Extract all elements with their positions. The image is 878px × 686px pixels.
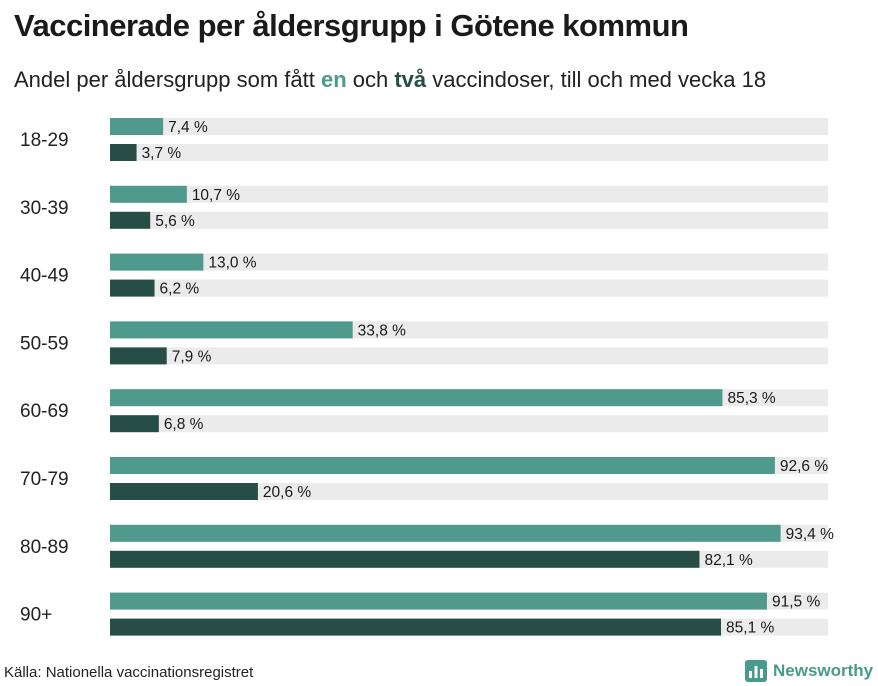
value-label: 20,6 % bbox=[263, 484, 311, 501]
legend-two-doses: två bbox=[394, 67, 427, 92]
value-label: 93,4 % bbox=[786, 526, 834, 543]
category-label: 70-79 bbox=[20, 469, 69, 490]
bar-one-dose bbox=[110, 118, 164, 135]
bar-two-doses bbox=[110, 550, 700, 568]
value-label: 6,2 % bbox=[160, 281, 200, 298]
category-label: 60-69 bbox=[20, 401, 69, 422]
value-label: 10,7 % bbox=[192, 187, 240, 204]
value-label: 85,1 % bbox=[726, 620, 774, 637]
bar-two-doses bbox=[110, 415, 159, 433]
newsworthy-logo: Newsworthy bbox=[745, 658, 873, 684]
bar-one-dose bbox=[110, 185, 187, 203]
value-label: 7,4 % bbox=[168, 119, 208, 136]
value-label: 91,5 % bbox=[772, 594, 820, 611]
bar-two-doses bbox=[110, 279, 155, 297]
bar-track bbox=[110, 211, 828, 229]
bar-one-dose bbox=[110, 457, 775, 474]
bar-track bbox=[110, 185, 828, 203]
bar-one-dose bbox=[110, 524, 781, 542]
value-label: 3,7 % bbox=[142, 145, 182, 162]
category-label: 40-49 bbox=[20, 266, 69, 287]
logo-text: Newsworthy bbox=[773, 661, 874, 680]
bar-two-doses bbox=[110, 618, 722, 636]
value-label: 6,8 % bbox=[164, 416, 204, 433]
bar-chart: 18-29 7,4 % 3,7 % 30-39 10,7 % 5,6 % 40-49 13,0… bbox=[20, 118, 834, 637]
subtitle-text-before: Andel per åldersgrupp som fått bbox=[14, 67, 321, 92]
bar-track bbox=[110, 415, 828, 433]
value-label: 33,8 % bbox=[358, 322, 406, 339]
bar-track bbox=[110, 118, 828, 135]
bar-track bbox=[110, 253, 828, 271]
bar-track bbox=[110, 483, 828, 500]
value-label: 13,0 % bbox=[208, 255, 256, 272]
bar-chart-logo-icon bbox=[745, 660, 767, 682]
category-label: 30-39 bbox=[20, 198, 69, 219]
bar-two-doses bbox=[110, 347, 167, 365]
bar-two-doses bbox=[110, 144, 137, 161]
bar-two-doses bbox=[110, 483, 258, 500]
bar-one-dose bbox=[110, 592, 767, 610]
value-label: 5,6 % bbox=[155, 213, 195, 230]
bar-track bbox=[110, 279, 828, 297]
legend-one-dose: en bbox=[320, 67, 347, 92]
bar-one-dose bbox=[110, 253, 204, 271]
category-label: 90+ bbox=[20, 605, 52, 626]
chart-subtitle: Andel per åldersgrupp som fått en och tv… bbox=[14, 67, 766, 93]
category-label: 50-59 bbox=[20, 333, 69, 354]
value-label: 92,6 % bbox=[780, 458, 828, 475]
value-label: 85,3 % bbox=[727, 390, 775, 407]
bar-track bbox=[110, 144, 828, 161]
source-note: Källa: Nationella vaccinationsregistret bbox=[4, 664, 254, 681]
bar-one-dose bbox=[110, 389, 723, 407]
subtitle-text-middle: och bbox=[346, 67, 395, 92]
bar-two-doses bbox=[110, 211, 151, 229]
chart-title: Vaccinerade per åldersgrupp i Götene kom… bbox=[14, 8, 689, 43]
category-label: 18-29 bbox=[20, 130, 69, 151]
bar-track bbox=[110, 347, 828, 365]
bar-one-dose bbox=[110, 321, 353, 339]
subtitle-text-after: vaccindoser, till och med vecka 18 bbox=[426, 67, 767, 92]
value-label: 7,9 % bbox=[172, 348, 212, 365]
value-label: 82,1 % bbox=[704, 552, 752, 569]
category-label: 80-89 bbox=[20, 537, 69, 558]
